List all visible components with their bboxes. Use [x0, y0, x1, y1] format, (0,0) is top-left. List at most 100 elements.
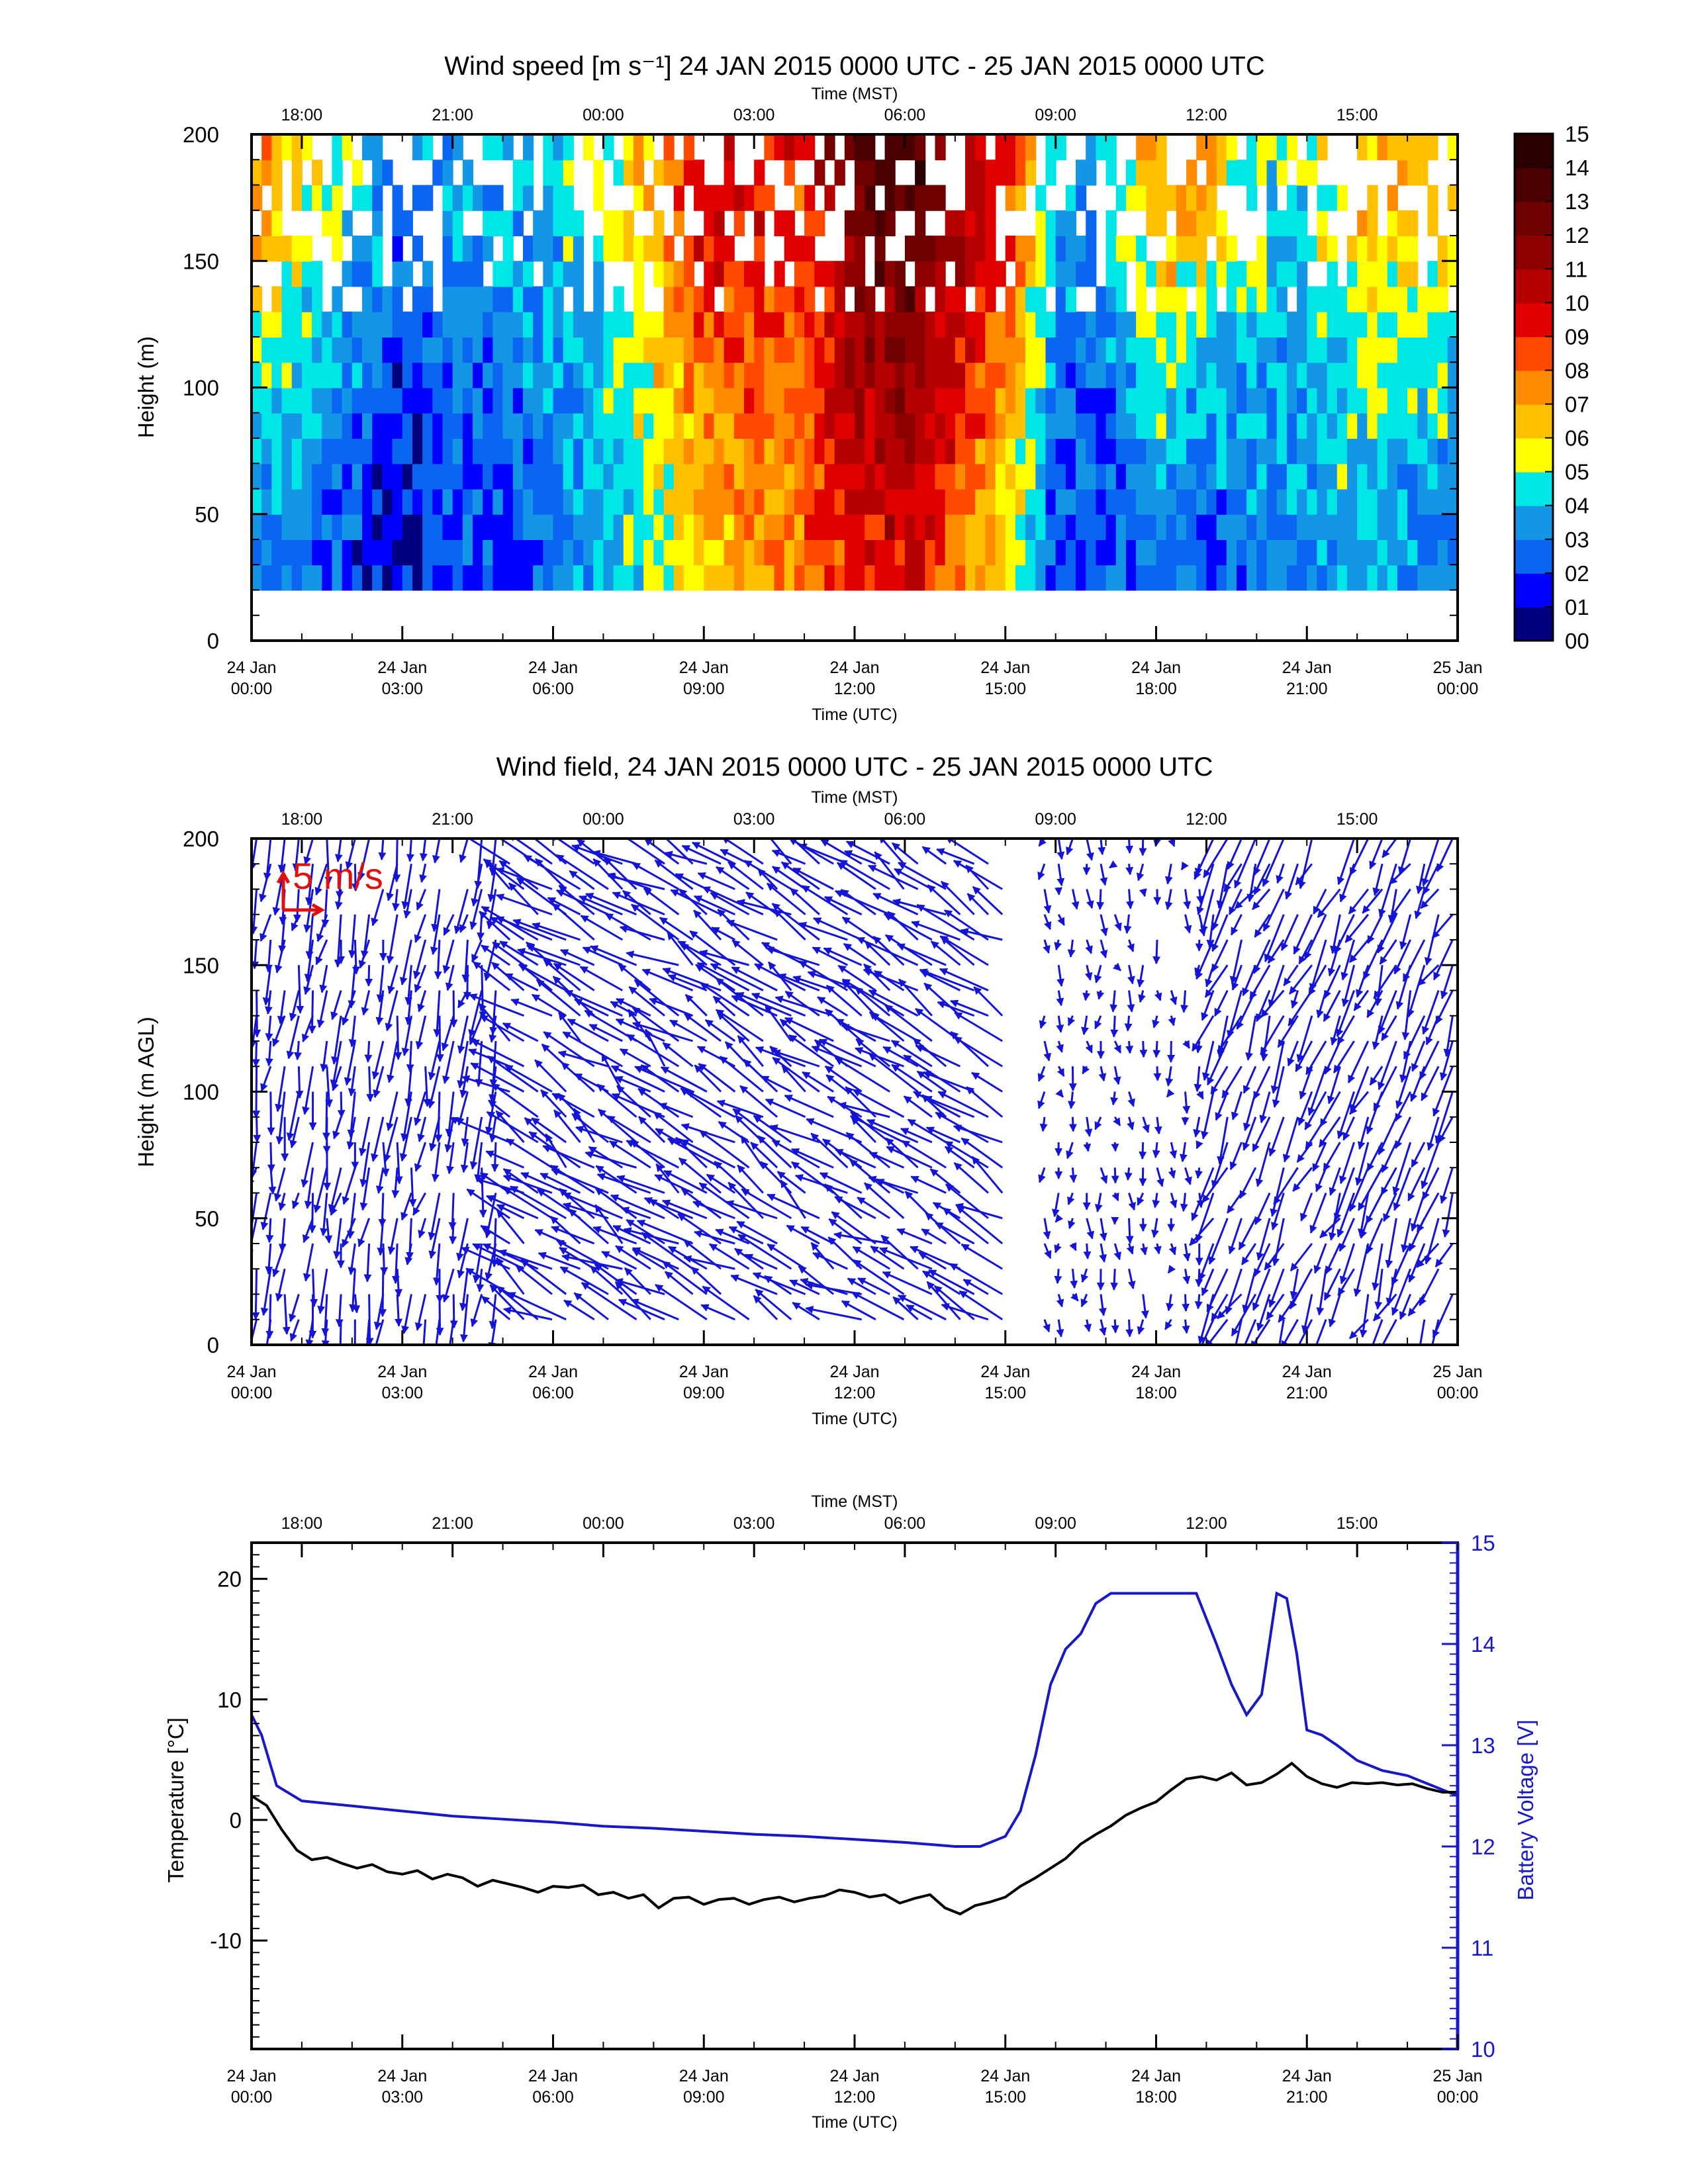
wind-vector	[1082, 990, 1091, 1001]
wind-vector	[555, 889, 609, 916]
heat-cell	[1065, 438, 1077, 465]
heat-cell	[1397, 261, 1409, 287]
wind-vector	[1349, 839, 1370, 876]
heat-cell	[1357, 488, 1368, 515]
heat-cell	[553, 488, 564, 515]
heat-cell	[483, 539, 494, 566]
wind-vector	[1086, 889, 1094, 909]
heat-cell	[473, 261, 484, 287]
heat-cell	[342, 311, 353, 338]
heat-cell	[1417, 286, 1429, 312]
heat-cell	[1307, 337, 1318, 363]
wind-vector	[1169, 1142, 1178, 1159]
heat-cell	[1206, 134, 1217, 161]
wind-vector	[430, 914, 441, 956]
wind-vector	[730, 1274, 778, 1295]
wind-vector	[819, 1172, 863, 1194]
heat-cell	[522, 565, 534, 591]
wind-vector	[1323, 1142, 1341, 1171]
wind-vector	[478, 1003, 511, 1042]
wind-vector	[691, 841, 735, 865]
wind-vector	[371, 1040, 385, 1080]
heat-cell	[1226, 488, 1237, 515]
heat-cell	[623, 463, 634, 490]
heat-cell	[623, 565, 634, 591]
heat-cell	[673, 159, 684, 186]
heat-cell	[492, 210, 504, 236]
wind-vector	[448, 1193, 457, 1230]
wind-vector	[1419, 1268, 1440, 1306]
wind-vector	[743, 860, 792, 890]
wind-vector	[805, 1305, 862, 1321]
wind-vector	[1056, 1319, 1064, 1338]
mst-tick-label: 18:00	[281, 1514, 323, 1533]
wind-vector	[757, 1135, 792, 1169]
wind-vector	[766, 882, 806, 915]
heat-cell	[904, 539, 916, 566]
wind-vector	[653, 1111, 694, 1144]
wind-vector	[1252, 1066, 1271, 1100]
wind-vector	[275, 1066, 286, 1113]
wind-vector	[824, 1065, 863, 1093]
mst-tick-label: 15:00	[1336, 810, 1378, 829]
wind-vector	[320, 1040, 328, 1072]
wind-vector	[1296, 1142, 1313, 1163]
wind-vector	[317, 1269, 328, 1314]
wind-vector	[632, 1247, 679, 1270]
wind-vector	[654, 859, 694, 890]
heat-cell	[1186, 514, 1197, 540]
heat-cell	[1045, 159, 1056, 186]
wind-vector	[1066, 1142, 1074, 1160]
heat-cell	[704, 337, 715, 363]
heat-cell	[553, 539, 564, 566]
heat-cell	[1266, 539, 1278, 566]
wind-vector	[442, 939, 455, 974]
heat-cell	[593, 311, 604, 338]
wind-vector	[582, 946, 623, 966]
heat-cell	[1065, 261, 1077, 287]
heat-cell	[1096, 286, 1107, 312]
wind-speed-mst-label: Time (MST)	[812, 85, 898, 103]
heat-cell	[915, 286, 926, 312]
heat-cell	[1025, 565, 1037, 591]
heat-cell	[252, 539, 263, 566]
wind-vector	[1189, 1217, 1215, 1246]
heat-cell	[522, 488, 534, 515]
wind-vector	[1211, 914, 1229, 952]
heat-cell	[764, 463, 775, 490]
heat-cell	[432, 514, 444, 540]
heat-cell	[1297, 362, 1308, 388]
heat-cell	[452, 210, 463, 236]
wind-vector	[469, 889, 483, 931]
heat-cell	[945, 565, 956, 591]
heat-cell	[462, 438, 474, 465]
wind-vector	[870, 1013, 919, 1042]
heat-cell	[724, 261, 735, 287]
wind-vector	[798, 921, 848, 941]
wind-vector	[697, 872, 735, 890]
heat-cell	[1136, 438, 1147, 465]
heat-cell	[512, 387, 524, 414]
wind-vector	[840, 889, 876, 915]
wind-vector	[1085, 1040, 1093, 1054]
heat-cell	[462, 539, 474, 566]
heat-cell	[291, 412, 303, 439]
heat-cell	[623, 236, 634, 262]
heat-cell	[1186, 185, 1197, 211]
wind-vector	[348, 1066, 356, 1097]
wind-vector	[1211, 939, 1229, 973]
heat-cell	[683, 463, 695, 490]
heat-cell	[362, 134, 373, 161]
heat-cell	[452, 362, 463, 388]
heat-cell	[975, 387, 986, 414]
heat-cell	[502, 134, 514, 161]
heat-cell	[935, 362, 946, 388]
heat-cell	[603, 438, 614, 465]
wind-vector	[1316, 990, 1327, 1019]
wind-vector	[1100, 914, 1108, 936]
heat-cell	[794, 514, 806, 540]
wind-vector	[413, 939, 427, 979]
wind-vector	[1417, 964, 1440, 986]
heat-cell	[1387, 539, 1398, 566]
